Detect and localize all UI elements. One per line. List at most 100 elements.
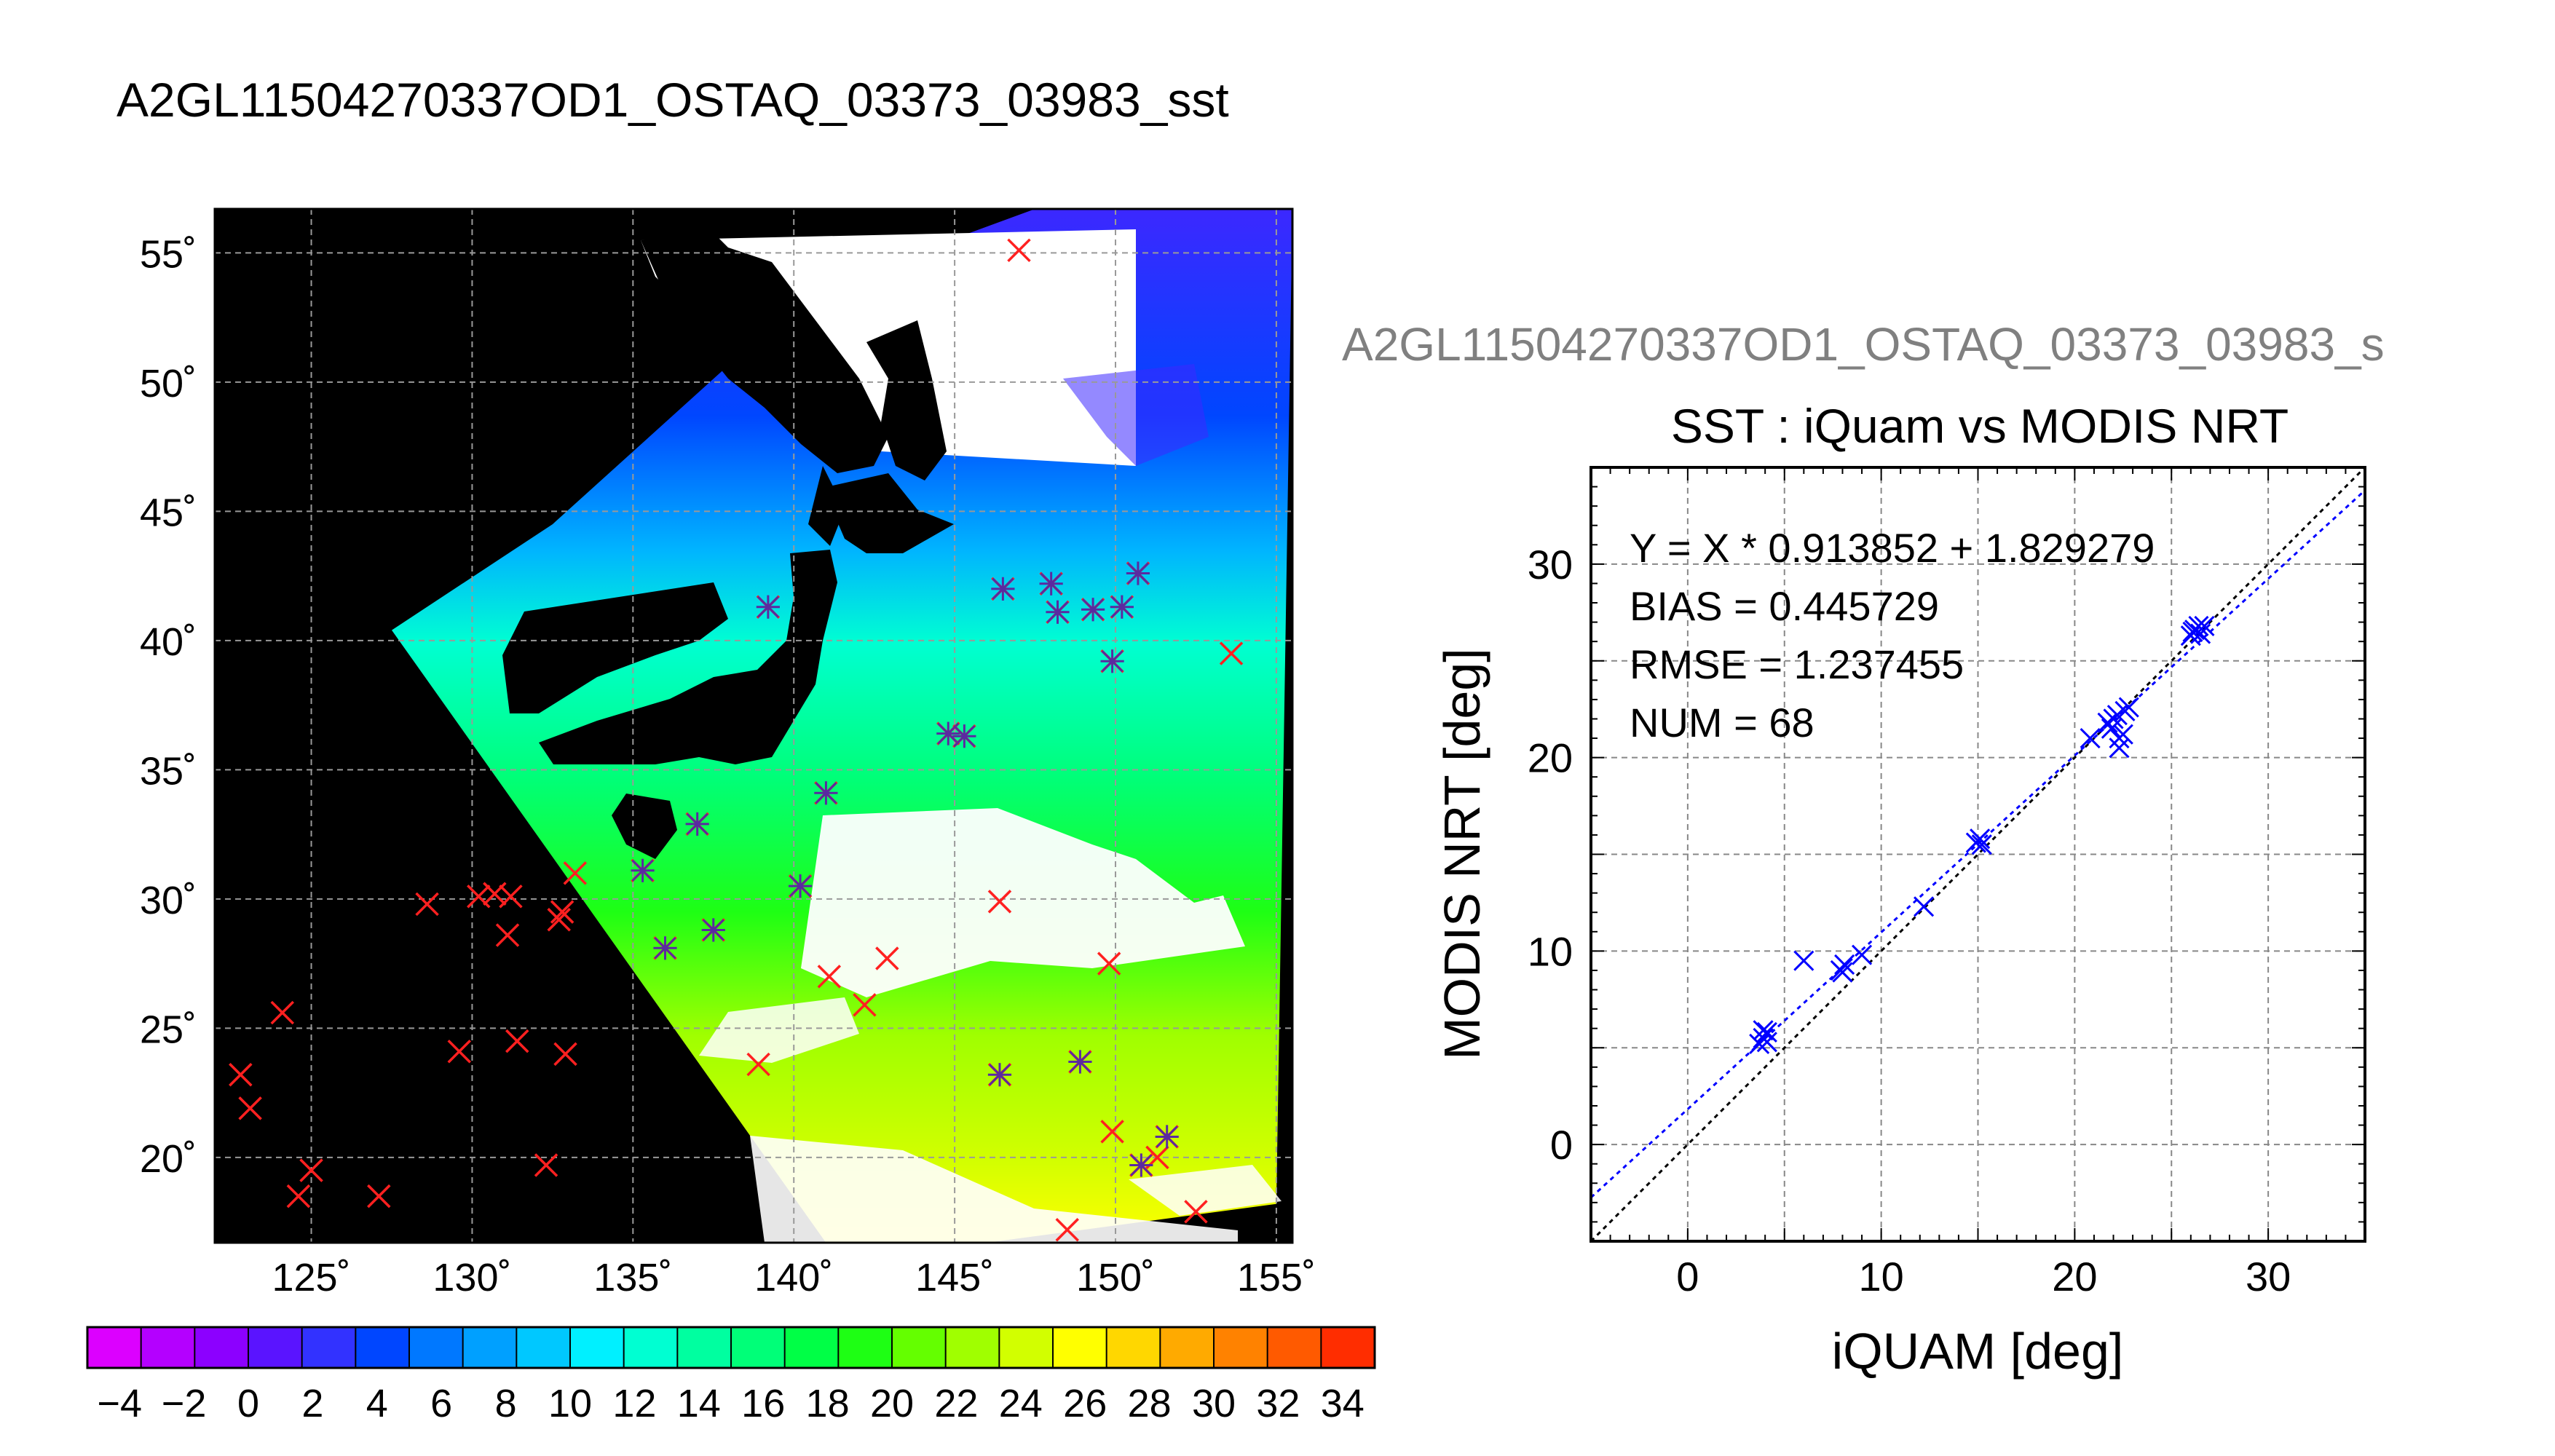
unmatched-point — [495, 923, 520, 947]
colorbar-cell — [194, 1327, 249, 1368]
colorbar-label: 0 — [237, 1382, 259, 1425]
scatter-point — [2106, 705, 2128, 726]
longitude-labels: 125˚ 130˚ 135˚ 140˚ 145˚ 150˚ 155˚ — [272, 1256, 1315, 1299]
land-mask — [502, 233, 1209, 859]
matched-point — [788, 874, 813, 898]
scatter-point — [1749, 1033, 1770, 1054]
longitude-label: 130˚ — [433, 1256, 511, 1299]
y-tick-label: 10 — [1528, 928, 1573, 974]
scatter-point — [2109, 737, 2130, 759]
colorbar-cell — [87, 1327, 142, 1368]
rmse-stat: RMSE = 1.237455 — [1630, 641, 1964, 687]
colorbar-cells — [87, 1327, 1375, 1368]
longitude-label: 155˚ — [1237, 1256, 1316, 1299]
scatter-chart-title: SST : iQuam vs MODIS NRT — [1671, 399, 2289, 453]
scatter-minor-ticks — [1590, 467, 2366, 1242]
scatter-points — [1749, 615, 2215, 1054]
unmatched-point — [550, 900, 574, 924]
scatter-file-title: A2GL11504270337OD1_OSTAQ_03373_03983_s — [1342, 318, 2385, 371]
colorbar-label: 18 — [806, 1382, 850, 1425]
colorbar-cell — [838, 1327, 893, 1368]
scatter-point — [1914, 896, 1935, 917]
colorbar-label: 4 — [366, 1382, 388, 1425]
matched-point — [936, 721, 960, 745]
colorbar-label: 8 — [495, 1382, 517, 1425]
unmatched-point — [547, 908, 571, 932]
latitude-label: 20˚ — [140, 1137, 197, 1181]
colorbar-cell — [355, 1327, 410, 1368]
unmatched-point — [853, 993, 877, 1017]
x-tick-label: 0 — [1676, 1254, 1699, 1299]
scatter-x-axis-label: iQUAM [deg] — [1832, 1323, 2124, 1380]
matched-point — [653, 936, 677, 960]
unmatched-point — [505, 1029, 529, 1053]
main-title: A2GL11504270337OD1_OSTAQ_03373_03983_sst — [117, 73, 1229, 127]
matched-point — [1110, 595, 1134, 619]
unmatched-point — [1100, 1120, 1124, 1144]
colorbar-label: 6 — [430, 1382, 452, 1425]
unmatched-point — [238, 1096, 262, 1120]
colorbar-label: 22 — [934, 1382, 978, 1425]
colorbar-label: 30 — [1192, 1382, 1236, 1425]
fit-equation: Y = X * 0.913852 + 1.829279 — [1630, 525, 2155, 571]
y-tick-label: 30 — [1528, 542, 1573, 587]
longitude-label: 135˚ — [593, 1256, 672, 1299]
unmatched-point — [553, 1042, 577, 1067]
scatter-panel: SST : iQuam vs MODIS NRT 0 10 20 30 0 10 20 30… — [1434, 399, 2366, 1380]
matched-point — [1100, 649, 1124, 673]
colorbar-cell — [570, 1327, 625, 1368]
colorbar-cell — [677, 1327, 732, 1368]
matched-point — [814, 781, 838, 805]
colorbar-label: 32 — [1256, 1382, 1300, 1425]
bias-stat: BIAS = 0.445729 — [1630, 583, 1939, 629]
latitude-label: 55˚ — [140, 232, 197, 276]
colorbar-cell — [1267, 1327, 1322, 1368]
matched-point — [1126, 561, 1150, 585]
colorbar-label: 26 — [1063, 1382, 1107, 1425]
scatter-point — [1793, 950, 1814, 971]
unmatched-point — [367, 1184, 391, 1208]
matched-point — [685, 812, 709, 836]
colorbar-label: 2 — [301, 1382, 323, 1425]
colorbar-cell — [999, 1327, 1054, 1368]
colorbar-label: 16 — [741, 1382, 785, 1425]
unmatched-point — [299, 1158, 323, 1182]
longitude-label: 140˚ — [754, 1256, 833, 1299]
scatter-x-tick-labels: 0 10 20 30 — [1676, 1254, 2291, 1299]
identity-line — [1591, 467, 2365, 1241]
latitude-labels: 55˚ 50˚ 45˚ 40˚ 35˚ 30˚ 25˚ 20˚ — [140, 232, 197, 1181]
satellite-swath — [392, 209, 1292, 1243]
latitude-label: 40˚ — [140, 620, 197, 664]
colorbar-cell — [1214, 1327, 1268, 1368]
matched-point — [1081, 598, 1105, 622]
matched-point — [756, 595, 780, 619]
colorbar-label: −2 — [162, 1382, 207, 1425]
latitude-label: 50˚ — [140, 362, 197, 405]
map-observation-points — [229, 238, 1244, 1242]
matched-point — [952, 724, 976, 748]
y-tick-label: 0 — [1550, 1122, 1573, 1168]
scatter-point — [2112, 724, 2133, 745]
colorbar-cell — [623, 1327, 678, 1368]
colorbar-ticks — [140, 1327, 1322, 1368]
latitude-label: 35˚ — [140, 749, 197, 793]
matched-point — [1129, 1153, 1153, 1177]
matched-point — [987, 1063, 1012, 1087]
unmatched-point — [746, 1052, 770, 1077]
latitude-label: 25˚ — [140, 1008, 197, 1051]
colorbar-cell — [1053, 1327, 1107, 1368]
colorbar-cell — [301, 1327, 356, 1368]
colorbar-labels: −4 −2 0 2 4 6 8 10 12 14 16 18 20 22 24 26 28 30 32 34 — [97, 1382, 1364, 1425]
colorbar-cell — [248, 1327, 303, 1368]
unmatched-point — [875, 946, 899, 970]
colorbar-cell — [1160, 1327, 1215, 1368]
colorbar-label: 24 — [999, 1382, 1043, 1425]
scatter-grid — [1591, 467, 2365, 1241]
colorbar-label: 12 — [612, 1382, 656, 1425]
matched-point — [631, 858, 655, 882]
colorbar-label: 14 — [677, 1382, 721, 1425]
matched-point — [1039, 571, 1063, 596]
x-tick-label: 30 — [2246, 1254, 2291, 1299]
matched-point — [1068, 1050, 1092, 1074]
